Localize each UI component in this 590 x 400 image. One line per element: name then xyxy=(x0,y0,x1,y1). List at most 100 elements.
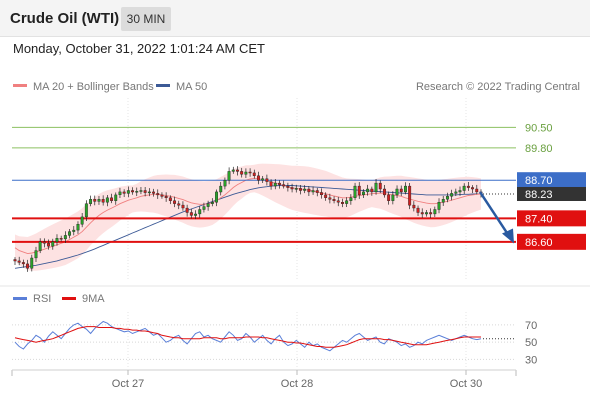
candle-body xyxy=(84,203,88,218)
level-badge-88-70 xyxy=(517,172,586,189)
candle-body xyxy=(294,188,298,190)
rsi-tick-label: 30 xyxy=(525,354,537,366)
chart-datetime: Monday, October 31, 2022 1:01:24 AM CET xyxy=(13,41,265,56)
candle-body xyxy=(286,185,290,188)
candle-body xyxy=(269,181,273,187)
time-axis: Oct 27 Oct 28 Oct 30 xyxy=(11,369,517,390)
level-label-89-80: 89.80 xyxy=(525,143,553,155)
candle-body xyxy=(324,194,328,198)
copyright-label: Research © 2022 Trading Central xyxy=(416,81,580,93)
candle-body xyxy=(21,262,25,265)
candle-body xyxy=(273,182,277,187)
candle-body xyxy=(63,235,67,240)
candle-body xyxy=(55,238,59,243)
candle-body xyxy=(139,190,143,192)
candle-body xyxy=(30,257,34,269)
candle-body xyxy=(147,191,151,194)
candle-body xyxy=(311,190,315,193)
candle-body xyxy=(353,185,357,199)
candle-body xyxy=(80,216,84,225)
candle-body xyxy=(265,178,269,182)
candle-body xyxy=(404,185,407,193)
candle-body xyxy=(185,207,189,213)
candle-body xyxy=(437,201,441,210)
candle-body xyxy=(156,193,160,196)
candle-body xyxy=(122,191,126,194)
candle-body xyxy=(105,197,109,203)
last-price-badge xyxy=(517,186,586,201)
level-label-90-50: 90.50 xyxy=(525,122,553,134)
candle-body xyxy=(466,185,470,188)
candle-body xyxy=(290,187,294,190)
rsi-ma-legend-label: 9MA xyxy=(82,293,105,305)
candlesticks xyxy=(13,166,483,272)
candle-body xyxy=(160,194,164,197)
candle-body xyxy=(42,241,46,244)
candle-body xyxy=(235,169,239,172)
candle-body xyxy=(336,200,340,203)
rsi-tick-label: 50 xyxy=(525,337,537,349)
level-label-88-70: 88.70 xyxy=(525,175,553,187)
price-levels xyxy=(12,126,516,243)
candle-body xyxy=(181,204,185,209)
candle-body xyxy=(374,182,378,193)
candle-body xyxy=(299,188,302,191)
candle-body xyxy=(433,209,437,215)
rsi-ma-line xyxy=(14,326,481,348)
candle-body xyxy=(420,212,424,215)
candle-body xyxy=(395,188,399,196)
candle-body xyxy=(114,194,118,201)
candle-body xyxy=(349,197,353,201)
candle-body xyxy=(173,200,177,204)
candle-body xyxy=(219,185,223,193)
candle-body xyxy=(341,201,344,204)
candle-body xyxy=(475,188,479,193)
ma50-legend-swatch xyxy=(156,84,170,87)
candle-body xyxy=(240,171,244,175)
candle-body xyxy=(231,169,235,172)
candle-body xyxy=(462,185,466,191)
candle-body xyxy=(118,191,122,195)
candle-body xyxy=(362,191,365,195)
rsi-line xyxy=(14,320,482,352)
ma50-legend-label: MA 50 xyxy=(176,81,207,93)
candle-body xyxy=(59,238,63,240)
candle-body xyxy=(399,188,403,193)
candle-body xyxy=(261,178,265,181)
candle-body xyxy=(72,229,76,232)
forecast-arrow xyxy=(478,191,514,244)
level-badge-87-40 xyxy=(517,210,586,227)
candle-body xyxy=(135,191,139,193)
timeframe-badge[interactable]: 30 MIN xyxy=(121,7,171,31)
candle-body xyxy=(328,197,332,200)
candle-body xyxy=(110,197,114,201)
candle-body xyxy=(378,182,382,190)
candle-body xyxy=(446,196,449,200)
candle-body xyxy=(454,191,458,194)
candle-body xyxy=(357,185,361,196)
candle-body xyxy=(210,201,214,204)
candle-body xyxy=(416,207,420,213)
candle-body xyxy=(450,193,454,197)
candle-body xyxy=(345,200,349,204)
x-tick-label: Oct 30 xyxy=(450,378,482,390)
candle-body xyxy=(278,182,281,185)
candle-body xyxy=(164,196,168,199)
candle-body xyxy=(391,194,395,201)
candle-body xyxy=(315,190,319,193)
candle-body xyxy=(13,259,17,262)
instrument-title: Crude Oil (WTI) xyxy=(10,10,120,27)
candle-body xyxy=(257,175,260,181)
candle-body xyxy=(76,223,80,231)
candle-body xyxy=(244,171,248,175)
candle-body xyxy=(303,188,307,191)
candle-body xyxy=(248,171,252,174)
level-label-86-60: 86.60 xyxy=(525,237,553,249)
rsi-tick-labels: 70 50 30 xyxy=(525,320,537,366)
chart-header: Crude Oil (WTI) 30 MIN xyxy=(0,0,590,37)
candle-body xyxy=(17,260,21,263)
candle-body xyxy=(202,206,206,210)
candle-body xyxy=(97,199,101,202)
candle-body xyxy=(458,190,462,193)
